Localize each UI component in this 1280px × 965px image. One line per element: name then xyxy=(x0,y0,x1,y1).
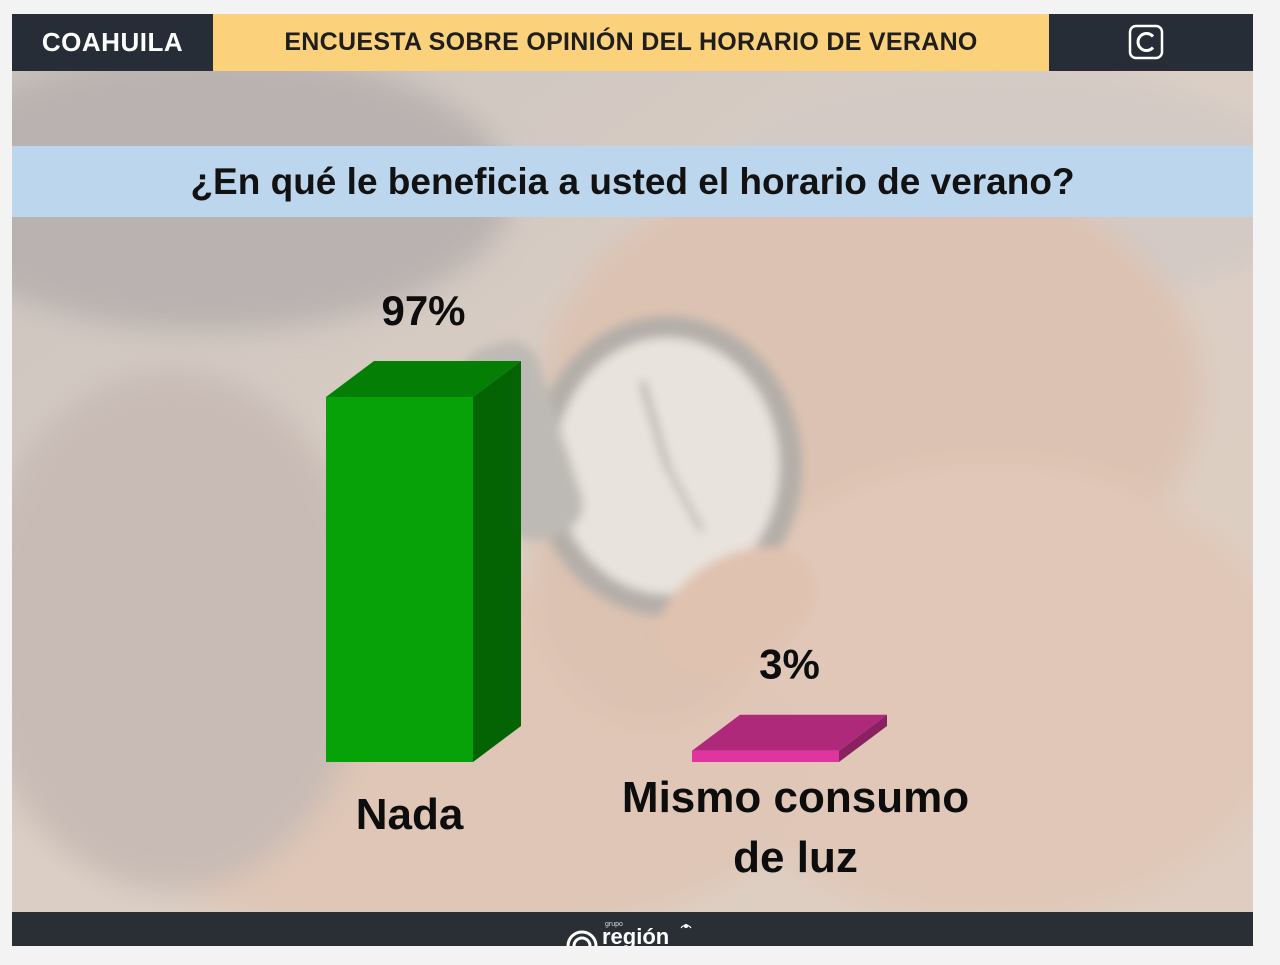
data-label: 3% xyxy=(759,641,820,688)
brand-small-text: grupo xyxy=(605,921,623,928)
header-bar: COAHUILA ENCUESTA SOBRE OPINIÓN DEL HORA… xyxy=(12,14,1253,71)
bar-top xyxy=(692,714,887,751)
bar-side xyxy=(839,714,887,762)
data-label: 97% xyxy=(381,287,465,334)
region-logo-icon xyxy=(566,924,692,946)
footer-bar: grupo región xyxy=(12,912,1253,946)
category-label: Mismo consumo xyxy=(622,773,969,822)
bar-top xyxy=(326,361,521,397)
bar-front xyxy=(692,750,839,762)
question-heading: ¿En qué le beneficia a usted el horario … xyxy=(12,146,1253,217)
category-label: de luz xyxy=(733,833,858,882)
bar-chart: 97% Nada 3% Mismo consumo de luz xyxy=(326,287,969,882)
survey-slide: COAHUILA ENCUESTA SOBRE OPINIÓN DEL HORA… xyxy=(12,14,1253,946)
category-label: Nada xyxy=(356,790,464,839)
bar-side xyxy=(473,361,521,762)
header-logo-area xyxy=(1049,14,1253,71)
bar-front xyxy=(326,397,473,762)
labels-layer: 97% Nada 3% Mismo consumo de luz xyxy=(356,287,969,882)
bar-mismo-consumo-de-luz xyxy=(692,714,887,762)
region-label: COAHUILA xyxy=(12,14,213,71)
survey-title: ENCUESTA SOBRE OPINIÓN DEL HORARIO DE VE… xyxy=(213,14,1049,71)
brand-text: región xyxy=(602,924,670,947)
bar-nada xyxy=(326,361,521,762)
copyright-c-icon xyxy=(1128,24,1164,60)
bars-layer xyxy=(326,361,887,762)
